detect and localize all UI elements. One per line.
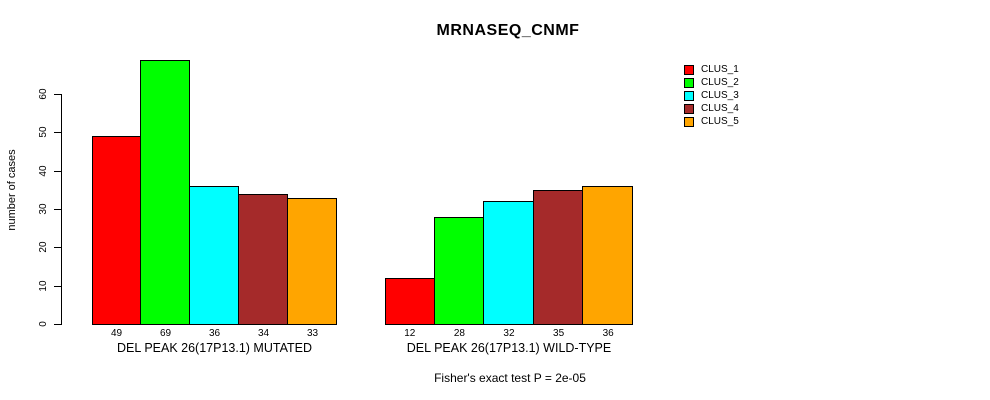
y-tick-label: 50: [38, 126, 49, 138]
legend-item-clus_2: CLUS_2: [684, 77, 739, 88]
chart-title: MRNASEQ_CNMF: [436, 22, 580, 39]
legend-label: CLUS_3: [701, 90, 739, 101]
bar-value-label: 36: [208, 328, 221, 339]
y-tick-mark: [54, 132, 61, 134]
category-label-group2: DEL PEAK 26(17P13.1) WILD-TYPE: [406, 341, 612, 355]
bar-clus_5-group1: [287, 197, 337, 325]
bar-value-label: 32: [503, 328, 515, 339]
bar-value-label: 12: [404, 328, 416, 339]
bar-value-label: 35: [553, 328, 565, 339]
bar-value-label: 28: [453, 328, 465, 339]
y-tick-mark: [54, 209, 61, 210]
bar-clus_3-group2: [483, 201, 534, 325]
footnote-text: Fisher's exact test P = 2e-05: [434, 371, 586, 385]
legend-item-clus_4: CLUS_4: [684, 103, 739, 114]
legend-item-clus_1: CLUS_1: [684, 64, 739, 75]
bar-clus_2-group2: [433, 216, 485, 325]
bar-value-label: 34: [257, 328, 270, 339]
y-tick-label: 10: [38, 280, 49, 292]
y-tick-mark: [54, 94, 61, 95]
bar-clus_4-group1: [238, 193, 288, 325]
bar-value-label: 36: [602, 328, 614, 339]
bar-value-label: 33: [306, 328, 319, 339]
legend-swatch-clus_4: [684, 103, 694, 114]
y-tick-label: 0: [38, 321, 49, 327]
legend: CLUS_1 CLUS_2 CLUS_3 CLUS_4 CLUS_5: [684, 64, 739, 127]
bar-value-label: 69: [159, 328, 172, 339]
bar-clus_1-group2: [385, 278, 435, 325]
y-tick-label: 20: [38, 241, 49, 253]
y-tick-mark: [54, 324, 61, 325]
y-tick-label: 60: [38, 88, 49, 100]
legend-swatch-clus_2: [684, 77, 694, 88]
bar-clus_5-group2: [582, 186, 633, 325]
y-tick-mark: [54, 285, 61, 287]
bar-clus_4-group2: [532, 189, 584, 325]
bar-clus_1-group1: [92, 136, 141, 325]
legend-swatch-clus_1: [684, 64, 694, 75]
legend-item-clus_5: CLUS_5: [684, 116, 739, 127]
bar-clus_3-group1: [189, 186, 239, 325]
bar-value-label: 49: [110, 328, 123, 339]
legend-label: CLUS_4: [701, 103, 739, 114]
bar-clus_2-group1: [140, 59, 190, 325]
legend-label: CLUS_5: [701, 116, 739, 127]
legend-label: CLUS_2: [701, 77, 739, 88]
y-tick-mark: [54, 247, 61, 249]
legend-swatch-clus_3: [684, 90, 694, 101]
y-tick-label: 40: [38, 165, 49, 177]
y-tick-mark: [54, 170, 61, 172]
category-label-group1: DEL PEAK 26(17P13.1) MUTATED: [117, 341, 312, 355]
legend-item-clus_3: CLUS_3: [684, 90, 739, 101]
legend-label: CLUS_1: [701, 64, 739, 75]
y-axis-label: number of cases: [6, 149, 18, 231]
y-tick-label: 30: [38, 203, 49, 215]
legend-swatch-clus_5: [684, 116, 694, 127]
y-axis-line: [61, 94, 62, 325]
